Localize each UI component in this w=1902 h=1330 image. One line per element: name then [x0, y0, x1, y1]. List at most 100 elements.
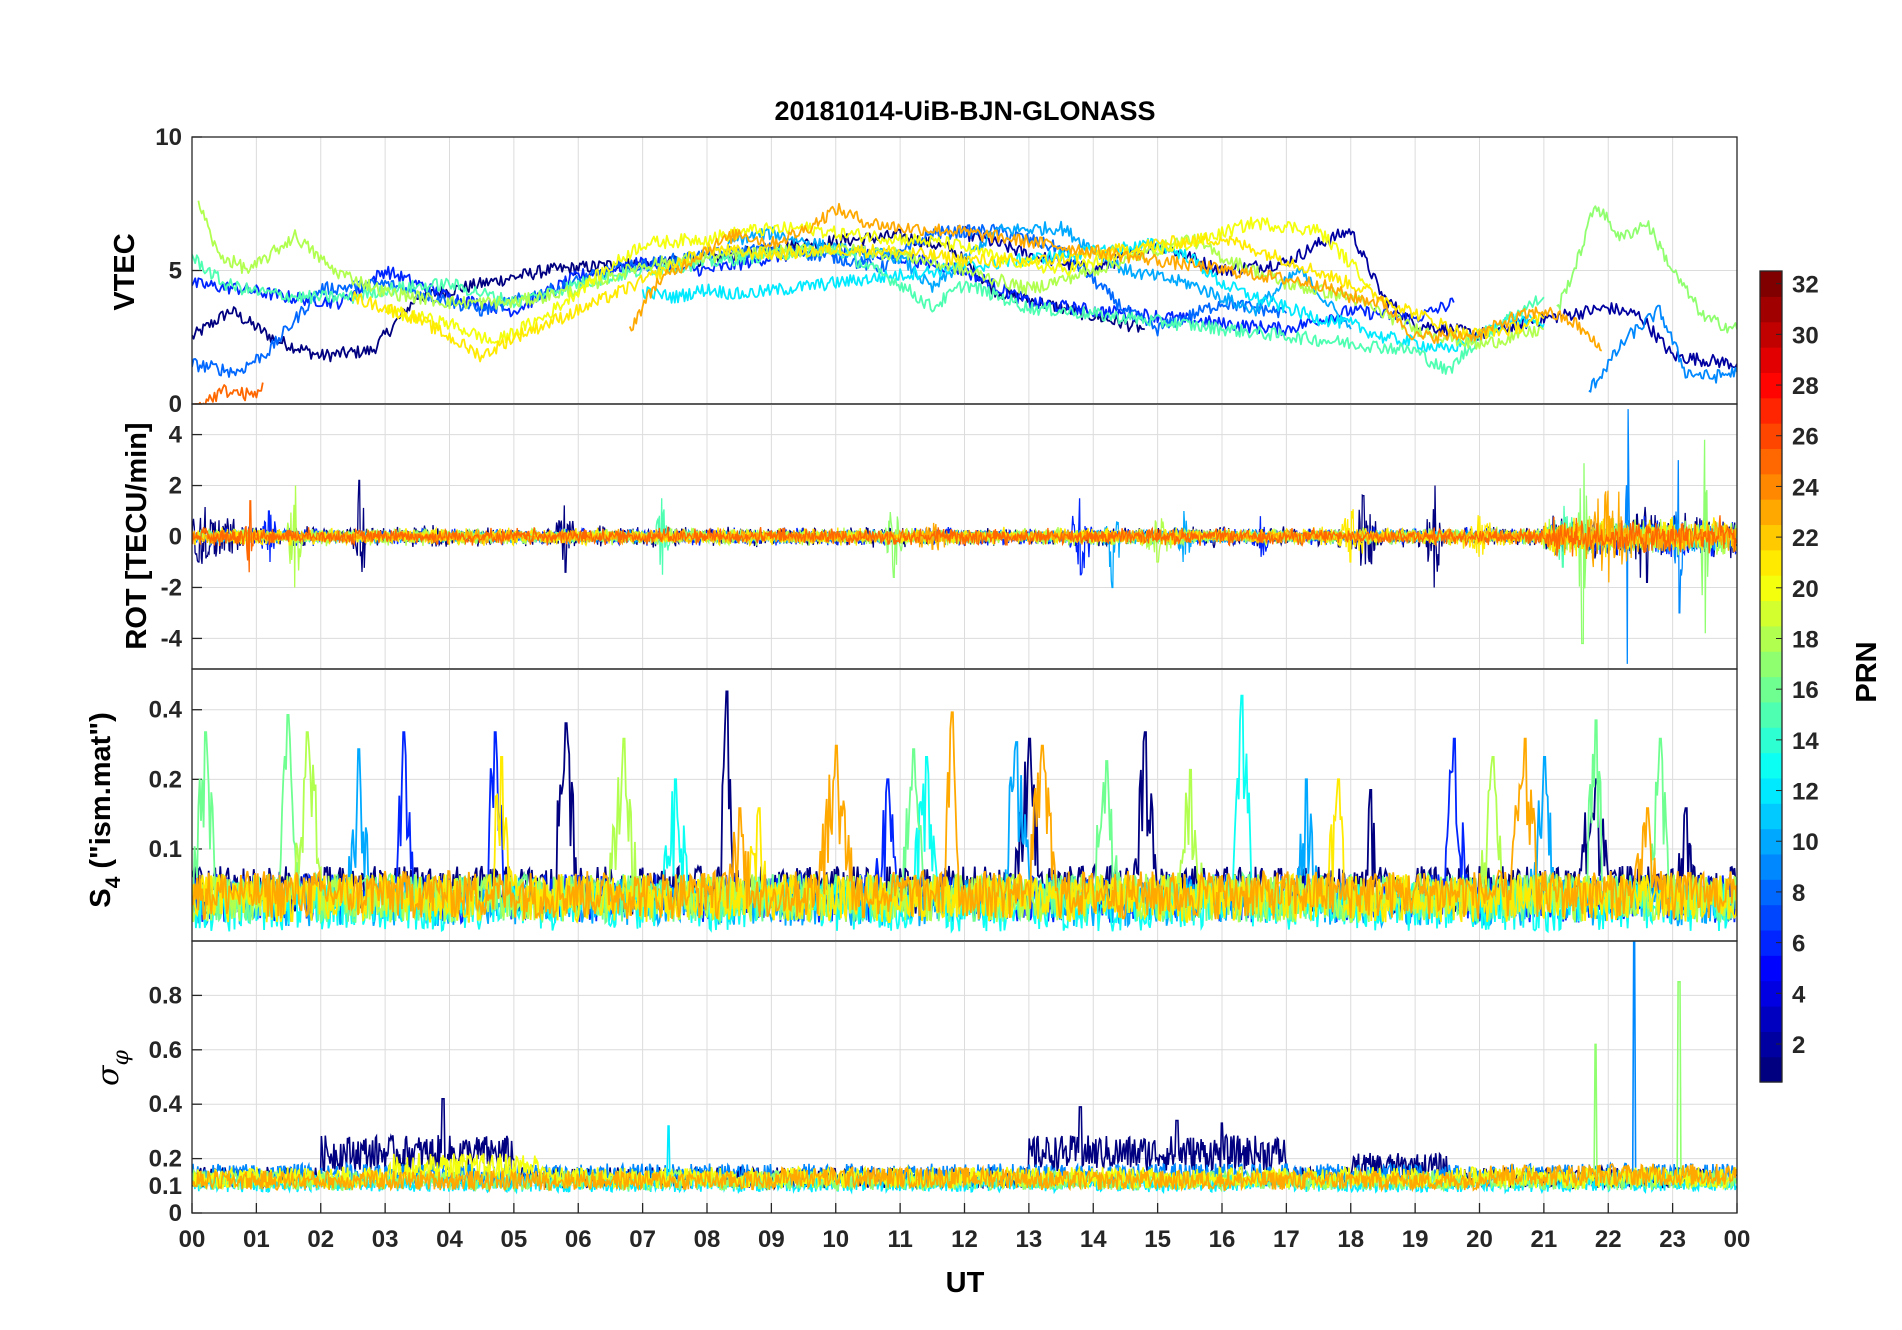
x-tick-label: 02 — [307, 1226, 334, 1253]
colorbar-swatch — [1760, 423, 1782, 449]
colorbar-swatch — [1760, 625, 1782, 652]
y-tick-label: 0.4 — [149, 697, 183, 724]
x-tick-label: 19 — [1402, 1226, 1429, 1253]
x-tick-label: 16 — [1209, 1226, 1236, 1253]
x-tick-label: 00 — [179, 1226, 206, 1253]
colorbar-tick-label: 8 — [1792, 880, 1805, 907]
series-group — [192, 941, 1737, 1195]
colorbar-swatch — [1760, 1056, 1782, 1083]
x-tick-label: 07 — [629, 1226, 656, 1253]
x-tick-label: 21 — [1531, 1226, 1558, 1253]
colorbar-swatch — [1760, 397, 1782, 424]
colorbar-swatch — [1760, 296, 1782, 323]
colorbar-swatch — [1760, 372, 1782, 399]
rot-series-prn-21 — [192, 509, 1737, 563]
colorbar-tick-label: 10 — [1792, 829, 1819, 856]
colorbar-swatch — [1760, 853, 1782, 880]
colorbar-swatch — [1760, 777, 1782, 804]
y-tick-label: 2 — [169, 473, 182, 500]
y-tick-label: 0 — [169, 1200, 182, 1227]
colorbar-swatch — [1760, 929, 1782, 956]
y-tick-label: 0.6 — [149, 1037, 182, 1064]
colorbar-swatch — [1760, 499, 1782, 526]
colorbar-tick-label: 30 — [1792, 322, 1819, 349]
x-tick-label: 18 — [1337, 1226, 1364, 1253]
colorbar-tick-label: 20 — [1792, 576, 1819, 603]
vtec-series-prn-23 — [628, 202, 1603, 352]
colorbar-swatch — [1760, 448, 1782, 475]
vtec-series-prn-20 — [384, 216, 1371, 345]
colorbar-swatch — [1760, 549, 1782, 576]
colorbar-swatch — [1760, 1005, 1782, 1032]
colorbar-swatch — [1760, 676, 1782, 703]
x-tick-label: 08 — [694, 1226, 721, 1253]
y-tick-label: 0.8 — [149, 982, 182, 1009]
colorbar-swatch — [1760, 321, 1782, 348]
x-tick-label: 00 — [1724, 1226, 1751, 1253]
s4-ylabel-sub: 4 — [102, 876, 125, 888]
x-tick-label: 05 — [501, 1226, 528, 1253]
x-tick-label: 11 — [887, 1226, 912, 1253]
panel-sigma: 00.10.2 0.4 0.6 0.8 — [149, 940, 1738, 1227]
colorbar-tick-label: 14 — [1792, 728, 1819, 755]
colorbar-swatch — [1760, 727, 1782, 754]
y-tick-label: -4 — [161, 625, 183, 652]
colorbar-swatch — [1760, 904, 1782, 931]
y-tick-label: 0.1 — [149, 836, 182, 863]
s4-ylabel-rest: ("ism.mat") — [85, 712, 117, 876]
sigma-ylabel: σφ — [91, 1049, 134, 1085]
x-axis-label: UT — [946, 1267, 985, 1299]
colorbar-tick-label: 18 — [1792, 626, 1819, 653]
colorbar-label: PRN — [1851, 641, 1883, 702]
x-tick-label: 09 — [758, 1226, 785, 1253]
vtec-ylabel: VTEC — [109, 233, 141, 310]
sigma-ylabel-symbol: σ — [91, 1064, 126, 1086]
y-tick-label: 0.4 — [149, 1091, 183, 1118]
colorbar-swatch — [1760, 1031, 1782, 1058]
y-tick-label: 10 — [155, 124, 182, 151]
colorbar-tick-label: 28 — [1792, 373, 1819, 400]
colorbar-swatch — [1760, 752, 1782, 779]
panel-s4: 0.1 0.2 0.4 — [149, 668, 1738, 942]
y-tick-label: 0 — [169, 524, 182, 551]
colorbar-tick-label: 6 — [1792, 931, 1805, 958]
sigma-ylabel-sub: φ — [109, 1049, 134, 1065]
vtec-series-prn-9 — [1588, 304, 1737, 393]
vtec-series-prn-25 — [194, 382, 264, 404]
colorbar-swatch — [1760, 980, 1782, 1007]
series-group — [192, 409, 1737, 664]
x-tick-label: 23 — [1659, 1226, 1686, 1253]
colorbar-tick-label: 32 — [1792, 272, 1819, 299]
colorbar-tick-label: 2 — [1792, 1032, 1805, 1059]
colorbar-swatch — [1760, 347, 1782, 373]
y-tick-label: 0.1 — [149, 1173, 182, 1200]
s4-ylabel: S4 ("ism.mat") — [85, 712, 125, 908]
panel-rot: -4 -2 0 2 4 — [161, 403, 1738, 670]
colorbar-swatch — [1760, 955, 1782, 982]
x-axis-ticks: 00 01 02 03 04 05 06 07 08 09 10 11 12 13 14 15 16 17 18 19… — [179, 1203, 1751, 1253]
x-tick-label: 01 — [243, 1226, 270, 1253]
colorbar-swatch — [1760, 701, 1782, 728]
vtec-series-prn-17 — [1556, 205, 1737, 334]
colorbar-tick-label: 4 — [1792, 981, 1806, 1008]
x-tick-label: 15 — [1144, 1226, 1171, 1253]
y-tick-label: 0 — [169, 391, 182, 418]
colorbar-swatch — [1760, 473, 1782, 500]
colorbar-swatch — [1760, 600, 1782, 627]
y-tick-label: 5 — [169, 258, 182, 285]
colorbar-tick-label: 26 — [1792, 424, 1819, 451]
colorbar-swatch — [1760, 828, 1782, 855]
colorbar-swatch — [1760, 803, 1782, 830]
s4-ylabel-main: S — [85, 888, 117, 907]
sigma-series-prn-23 — [192, 1163, 1737, 1193]
rot-series-prn-25 — [192, 500, 1737, 573]
colorbar-swatch — [1760, 524, 1782, 551]
y-tick-label: 4 — [169, 422, 183, 449]
colorbar-swatch — [1760, 575, 1782, 602]
x-tick-label: 20 — [1466, 1226, 1493, 1253]
series-group — [192, 200, 1737, 404]
s4-series-prn-23 — [192, 711, 1737, 921]
y-tick-label: 0.2 — [149, 1146, 182, 1173]
